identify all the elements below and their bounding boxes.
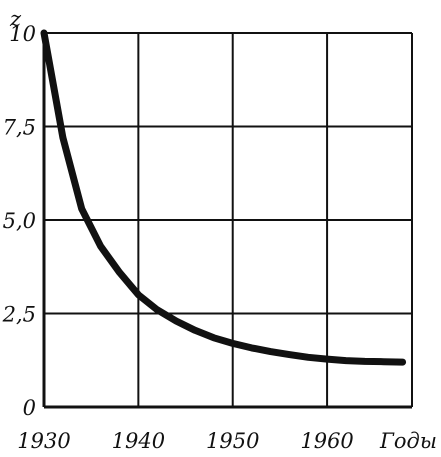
x-axis-title: Годы (379, 429, 437, 453)
y-tick-label: 5,0 (3, 209, 36, 233)
y-tick-label: 7,5 (3, 116, 36, 140)
x-tick-label: 1950 (206, 429, 259, 453)
series-layer (40, 29, 407, 366)
x-tick-label: 1960 (300, 429, 353, 453)
series-line (40, 29, 407, 366)
x-tick-label: 1930 (17, 429, 70, 453)
y-tick-label: 2,5 (2, 303, 36, 327)
y-tick-label: 10 (9, 22, 36, 46)
grid (44, 32, 413, 407)
axes (42, 33, 412, 409)
labels: z Годы 0 2,5 5,0 7,5 10 1930 1940 1950 1960 (2, 7, 437, 453)
x-tick-label: 1940 (112, 429, 165, 453)
y-tick-label: 0 (23, 396, 36, 420)
y-axis-title: z (9, 7, 22, 31)
